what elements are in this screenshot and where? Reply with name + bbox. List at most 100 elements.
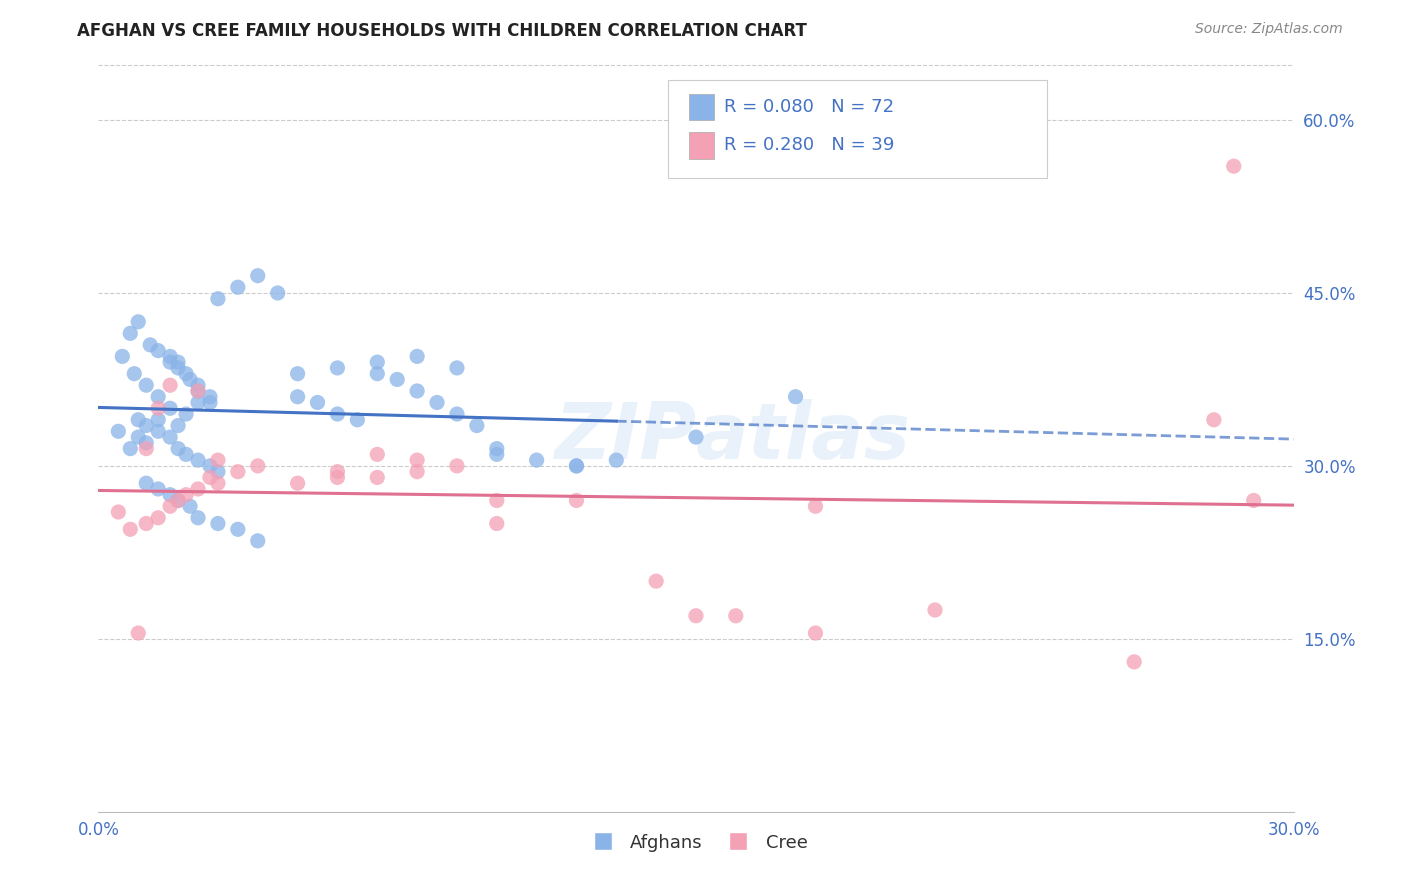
Point <box>187 395 209 409</box>
Point <box>326 360 349 375</box>
Point <box>207 516 229 531</box>
Point <box>446 407 468 421</box>
Point <box>135 378 157 392</box>
Point <box>159 350 181 364</box>
Point <box>148 390 170 404</box>
Point <box>167 418 190 433</box>
Point <box>485 442 508 456</box>
Point <box>159 401 181 416</box>
Point <box>246 458 269 473</box>
Text: R = 0.080   N = 72: R = 0.080 N = 72 <box>724 98 894 116</box>
Point <box>326 407 349 421</box>
Point <box>465 418 488 433</box>
Point <box>107 505 129 519</box>
Point <box>198 395 221 409</box>
Point <box>1202 413 1225 427</box>
Point <box>287 367 309 381</box>
Point <box>139 338 162 352</box>
Point <box>187 482 209 496</box>
Point <box>226 522 249 536</box>
Point <box>246 533 269 548</box>
Point <box>366 367 388 381</box>
Point <box>174 447 197 461</box>
Point <box>127 315 149 329</box>
Point <box>207 476 229 491</box>
Point <box>159 488 181 502</box>
Point <box>187 453 209 467</box>
Text: ZIP: ZIP <box>554 399 696 475</box>
Point <box>1223 159 1246 173</box>
Text: Source: ZipAtlas.com: Source: ZipAtlas.com <box>1195 22 1343 37</box>
Point <box>804 500 827 514</box>
Point <box>107 425 129 439</box>
Point <box>198 390 221 404</box>
Point <box>148 413 170 427</box>
Point <box>120 522 142 536</box>
Point <box>1123 655 1146 669</box>
Point <box>135 516 157 531</box>
Point <box>187 384 209 398</box>
Point <box>120 442 142 456</box>
Point <box>346 413 368 427</box>
Point <box>565 458 588 473</box>
Point <box>366 470 388 484</box>
Point <box>287 390 309 404</box>
Legend: Afghans, Cree: Afghans, Cree <box>578 827 814 859</box>
Point <box>179 372 201 386</box>
Point <box>267 285 290 300</box>
Point <box>287 476 309 491</box>
Point <box>724 608 747 623</box>
Point <box>159 378 181 392</box>
Point <box>174 488 197 502</box>
Point <box>326 465 349 479</box>
Point <box>159 500 181 514</box>
Point <box>167 493 190 508</box>
Point <box>198 458 221 473</box>
Point <box>187 378 209 392</box>
Point <box>406 350 429 364</box>
Point <box>148 425 170 439</box>
Point <box>246 268 269 283</box>
Point <box>120 326 142 341</box>
Point <box>565 458 588 473</box>
Point <box>179 500 201 514</box>
Point <box>785 390 807 404</box>
Point <box>148 482 170 496</box>
Point <box>174 367 197 381</box>
Point <box>526 453 548 467</box>
Point <box>207 292 229 306</box>
Point <box>307 395 329 409</box>
Point <box>804 626 827 640</box>
Point <box>148 401 170 416</box>
Point <box>127 430 149 444</box>
Text: atlas: atlas <box>696 399 911 475</box>
Point <box>446 458 468 473</box>
Point <box>685 608 707 623</box>
Point <box>485 493 508 508</box>
Point <box>167 493 190 508</box>
Point <box>124 367 146 381</box>
Point <box>135 418 157 433</box>
Point <box>326 470 349 484</box>
Point <box>385 372 409 386</box>
Point <box>565 493 588 508</box>
Point <box>485 447 508 461</box>
Point <box>406 465 429 479</box>
Point <box>111 350 134 364</box>
Point <box>645 574 668 589</box>
Point <box>135 442 157 456</box>
Point <box>167 355 190 369</box>
Point <box>207 453 229 467</box>
Point <box>174 407 197 421</box>
Point <box>135 435 157 450</box>
Point <box>159 430 181 444</box>
Point <box>406 453 429 467</box>
Point <box>207 465 229 479</box>
Point <box>187 510 209 524</box>
Point <box>167 360 190 375</box>
Point <box>187 384 209 398</box>
Point <box>446 360 468 375</box>
Point <box>127 413 149 427</box>
Point <box>1243 493 1265 508</box>
Point <box>605 453 627 467</box>
